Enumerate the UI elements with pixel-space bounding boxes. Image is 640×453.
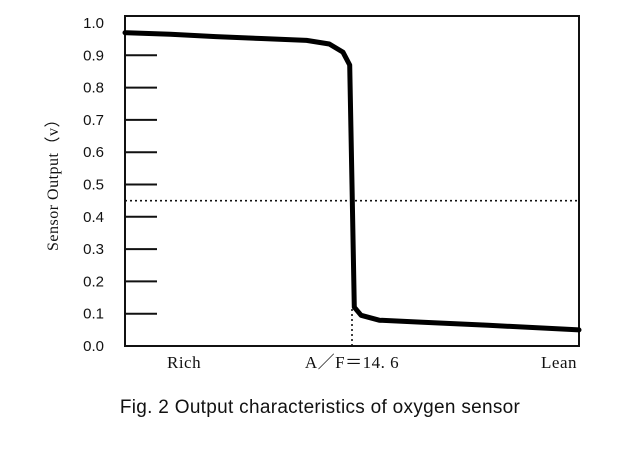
y-tick-label: 0.9: [83, 47, 104, 64]
x-category-label: A／F＝14. 6: [305, 353, 399, 372]
x-category-label: Lean: [541, 353, 577, 372]
y-tick-label: 0.7: [83, 112, 104, 129]
y-tick-label: 0.6: [83, 144, 104, 161]
y-tick-label: 1.0: [83, 15, 104, 32]
series-line: [122, 30, 582, 333]
x-category-label: Rich: [167, 353, 201, 372]
series-layer: [122, 30, 582, 333]
y-tick-label: 0.5: [83, 177, 104, 194]
y-tick-label: 0.2: [83, 273, 104, 290]
y-tick-label: 0.4: [83, 209, 104, 226]
y-tick-label: 0.1: [83, 306, 104, 323]
y-tick-label: 0.3: [83, 241, 104, 258]
x-category-labels: Rich A／F＝14. 6 Lean: [167, 353, 577, 372]
figure-caption: Fig. 2 Output characteristics of oxygen …: [119, 397, 521, 418]
y-tick-label: 0.8: [83, 80, 104, 97]
y-axis-label: Sensor Output（v）: [44, 111, 62, 251]
oxygen-sensor-chart: 0.0 0.1 0.2 0.3 0.4 0.5 0.6 0.7 0.8 0.9 1.0 Rich A／…: [44, 15, 582, 372]
y-ticks: 0.0 0.1 0.2 0.3 0.4 0.5 0.6 0.7 0.8 0.9 1.0: [83, 15, 157, 355]
y-tick-label: 0.0: [83, 338, 104, 355]
